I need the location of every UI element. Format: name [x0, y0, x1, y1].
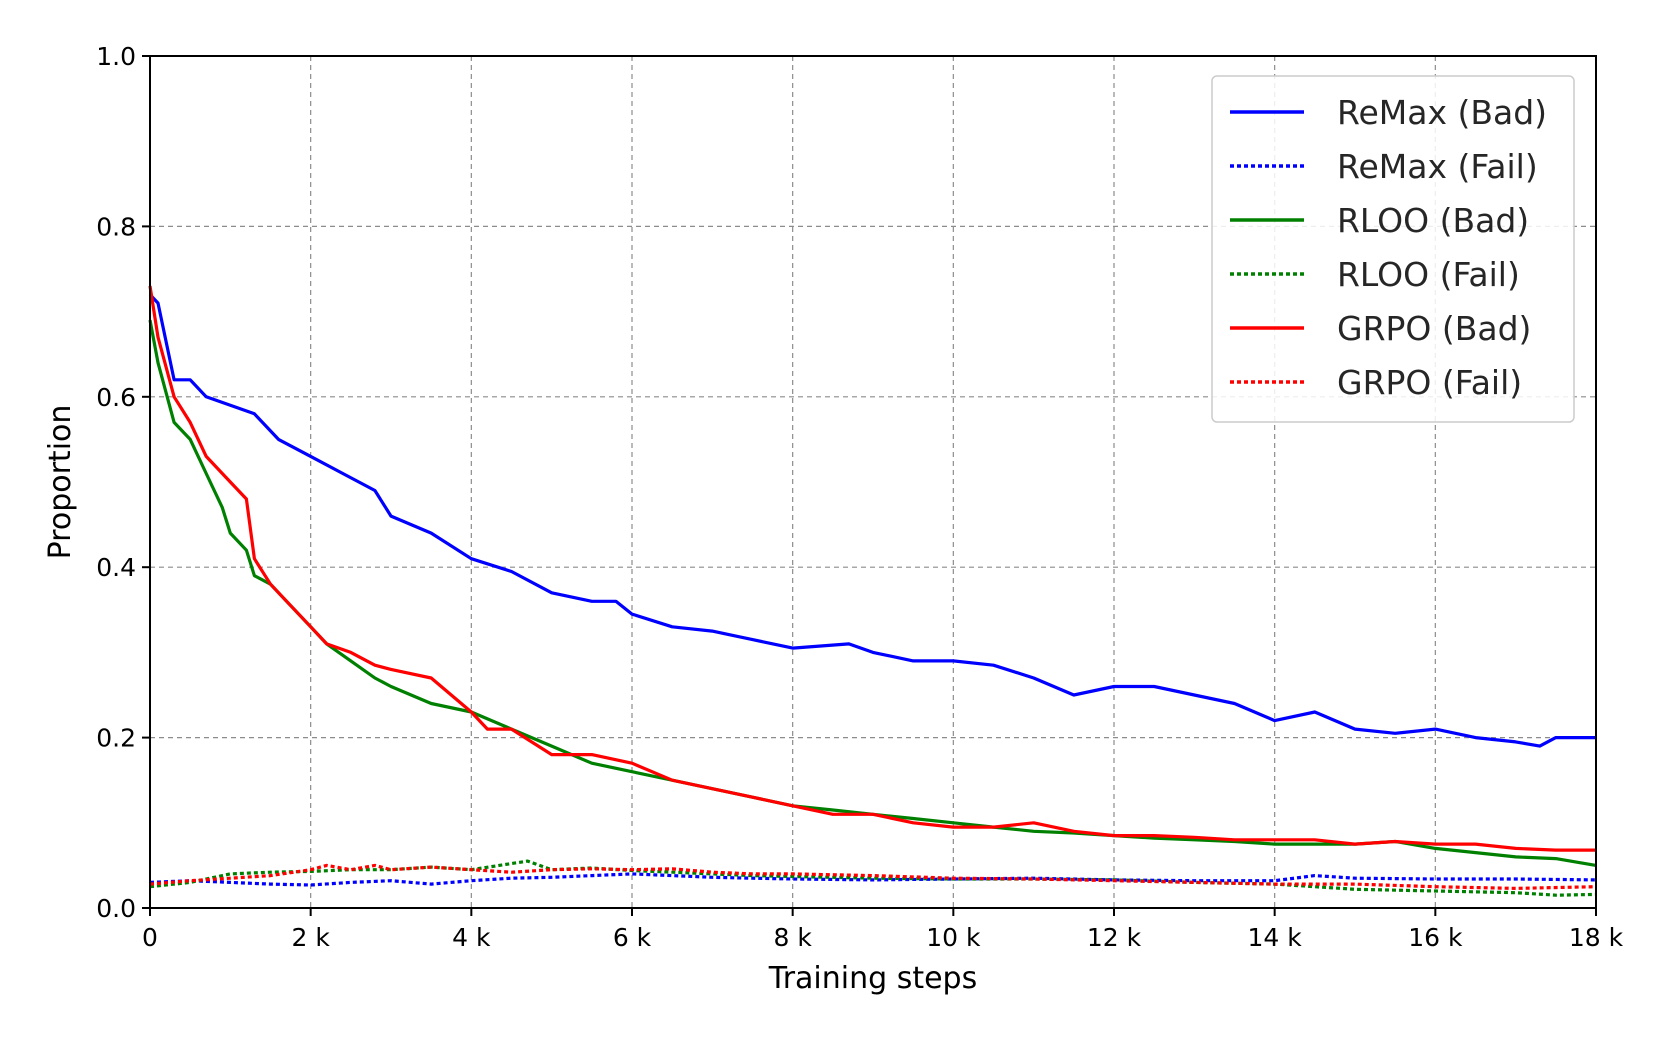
x-tick-label: 16 k	[1408, 923, 1463, 952]
series-line-remax-bad	[148, 293, 1596, 748]
series-layer	[148, 285, 1597, 897]
y-tick-label: 0.4	[96, 553, 136, 582]
y-tick-label: 0.6	[96, 383, 136, 412]
x-axis: 0 2 k 4 k 6 k 8 k 10 k 12 k 14 k 16 k 18 k	[142, 908, 1624, 952]
y-tick-label: 0.0	[96, 894, 136, 923]
y-axis: 0.0 0.2 0.4 0.6 0.8 1.0	[96, 42, 150, 923]
y-axis-title: Proportion	[43, 405, 78, 560]
legend-box	[1211, 75, 1575, 423]
series-line-remax-fail	[149, 872, 1597, 887]
x-tick-label: 14 k	[1248, 923, 1303, 952]
y-tick-label: 1.0	[96, 42, 136, 71]
grid-lines	[150, 56, 1596, 908]
legend-label: RLOO (Fail)	[1337, 255, 1520, 294]
legend-label: ReMax (Bad)	[1337, 93, 1547, 132]
x-axis-title: Training steps	[768, 961, 977, 996]
y-tick-label: 0.2	[96, 724, 136, 753]
legend-label: ReMax (Fail)	[1337, 147, 1538, 186]
x-tick-label: 6 k	[613, 923, 652, 952]
plot-frame	[149, 55, 1597, 909]
legend-label: GRPO (Fail)	[1337, 363, 1522, 402]
x-tick-label: 4 k	[452, 923, 491, 952]
legend-label: RLOO (Bad)	[1337, 201, 1529, 240]
series-line-grpo-bad	[148, 285, 1596, 852]
x-tick-label: 2 k	[291, 923, 330, 952]
x-tick-label: 8 k	[773, 923, 812, 952]
legend-label: GRPO (Bad)	[1337, 309, 1531, 348]
legend: ReMax (Bad) ReMax (Fail) RLOO (Bad) RLOO (F…	[1211, 75, 1575, 423]
x-tick-label: 18 k	[1569, 923, 1624, 952]
x-tick-label: 12 k	[1087, 923, 1142, 952]
series-line-grpo-fail	[149, 863, 1597, 891]
x-tick-label: 10 k	[926, 923, 981, 952]
x-tick-label: 0	[142, 923, 158, 952]
y-tick-label: 0.8	[96, 212, 136, 241]
